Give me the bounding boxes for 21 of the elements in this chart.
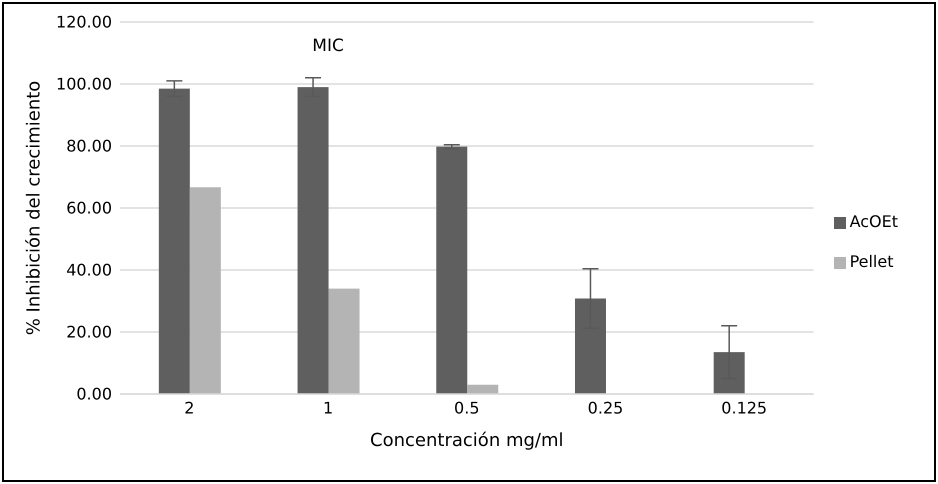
- y-tick-label: 80.00: [66, 136, 112, 156]
- bar: [467, 384, 498, 394]
- y-tick-label: 0.00: [76, 384, 112, 404]
- legend-label: AcOEt: [850, 212, 898, 231]
- legend-label: Pellet: [850, 252, 894, 271]
- y-tick-label: 40.00: [66, 260, 112, 280]
- annotation: MIC: [312, 36, 344, 56]
- bar: [190, 187, 221, 394]
- x-tick-label: 0.25: [588, 398, 624, 418]
- y-axis-title: % Inhibición del crecimiento: [23, 80, 44, 336]
- bar: [436, 146, 468, 394]
- bar: [328, 288, 360, 394]
- x-axis-title: Concentración mg/ml: [370, 430, 564, 451]
- x-tick-label: 0.125: [721, 398, 768, 418]
- y-tick-label: 20.00: [66, 322, 112, 342]
- y-tick-label: 60.00: [66, 198, 112, 218]
- x-tick-label: 0.5: [454, 398, 480, 418]
- x-tick-label: 1: [322, 398, 334, 418]
- x-tick-label: 2: [184, 398, 194, 418]
- y-tick-label: 120.00: [56, 12, 112, 32]
- y-tick-label: 100.00: [56, 74, 112, 94]
